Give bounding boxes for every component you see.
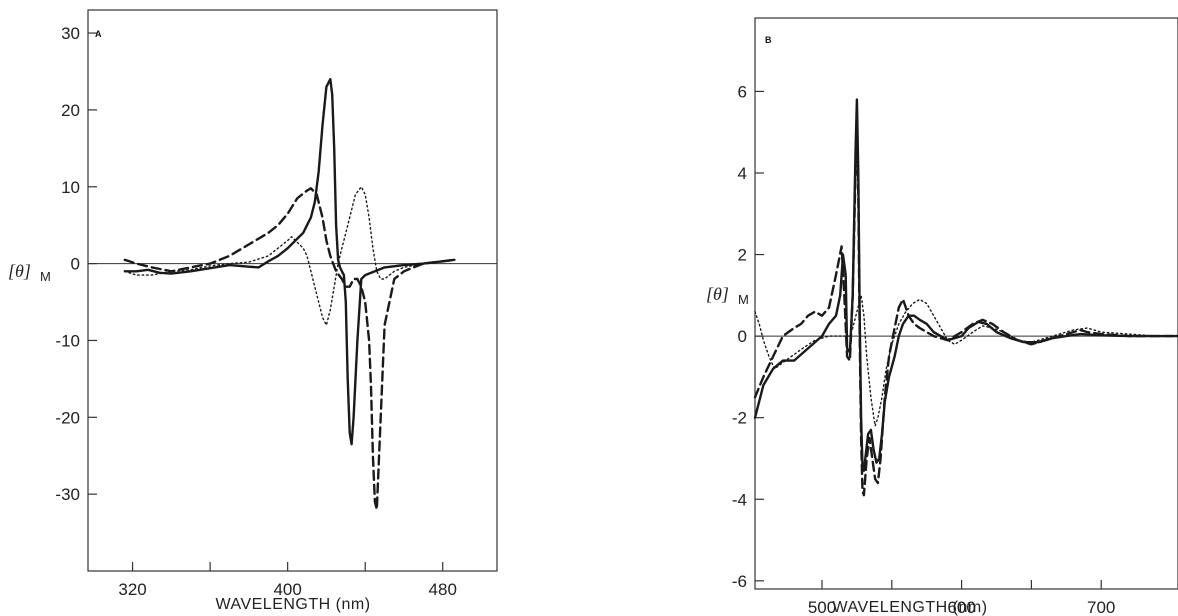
panel-b-y-axis-subscript: M <box>738 292 749 307</box>
panel-b-y-tick-label: 0 <box>738 327 747 346</box>
panel-b-y-tick-label: 4 <box>738 164 747 183</box>
panel-b-series-dashed <box>755 124 1178 495</box>
panel-a-y-tick-label: 0 <box>71 255 80 274</box>
panel-b-y-tick-label: 6 <box>738 82 747 101</box>
panel-a-series-solid <box>125 79 455 444</box>
panel-a-label: A <box>95 29 102 39</box>
panel-b-x-tick-label: 700 <box>1087 598 1115 616</box>
panel-b-x-axis-title: WAVELENGTH (nm) <box>832 599 987 616</box>
panel-a-x-tick-label: 480 <box>429 580 457 599</box>
panel-b-y-axis-title: [θ] <box>706 284 729 304</box>
panel-a-y-axis-title: [θ] <box>8 261 31 281</box>
panel-b-y-tick-label: -4 <box>732 490 747 509</box>
panel-a-y-axis-subscript: M <box>40 269 51 284</box>
panel-a-y-tick-label: 30 <box>61 24 80 43</box>
panel-a-y-tick-label: 20 <box>61 101 80 120</box>
panel-a-series-dashed <box>125 188 455 509</box>
panel-a-y-tick-label: 10 <box>61 178 80 197</box>
panel-b-y-tick-label: -2 <box>732 409 747 428</box>
panel-b-plot-frame <box>755 18 1178 589</box>
panel-a-series-dotted <box>125 187 455 325</box>
panel-a-y-tick-label: -20 <box>55 408 80 427</box>
panel-a-y-tick-label: -10 <box>55 331 80 350</box>
panel-b-y-tick-label: -6 <box>732 572 747 591</box>
panel-a-x-tick-label: 320 <box>118 580 146 599</box>
panel-b-label: B <box>765 35 772 45</box>
panel-a-plot-frame <box>88 10 497 571</box>
panel-b-y-tick-label: 2 <box>738 246 747 265</box>
panel-a-y-tick-label: -30 <box>55 485 80 504</box>
panel-b-series-solid <box>755 100 1178 471</box>
panel-a-x-axis-title: WAVELENGTH (nm) <box>215 596 370 613</box>
